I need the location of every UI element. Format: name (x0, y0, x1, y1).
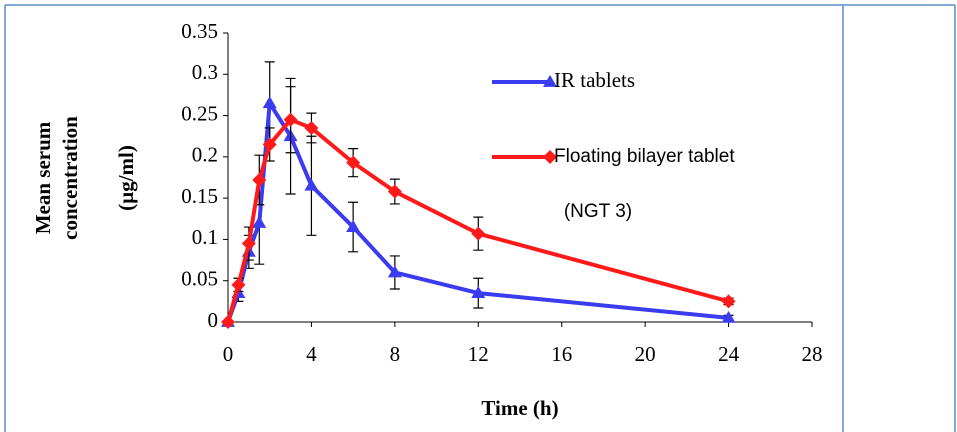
y-tick-label: 0.15 (181, 184, 218, 208)
y-tick-label: 0.3 (192, 60, 218, 84)
x-tick-label: 0 (223, 342, 234, 366)
y-tick-label: 0.1 (192, 225, 218, 249)
marker (241, 236, 256, 251)
marker (221, 315, 235, 329)
marker (304, 178, 319, 191)
marker (543, 150, 557, 164)
y-axis-label: Mean serum (31, 121, 55, 234)
marker (283, 112, 298, 127)
y-tick-label: 0.05 (181, 267, 218, 291)
x-tick-label: 16 (551, 342, 572, 366)
y-tick-label: 0.25 (181, 101, 218, 125)
marker (346, 220, 361, 232)
marker (387, 184, 402, 199)
marker (721, 294, 736, 309)
marker (721, 310, 736, 323)
marker (231, 277, 246, 292)
marker (543, 75, 557, 87)
y-axis-label: (µg/ml) (114, 145, 138, 211)
y-tick-label: 0.35 (181, 19, 218, 43)
x-tick-label: 12 (468, 342, 489, 366)
y-tick-label: 0.2 (192, 143, 218, 167)
x-tick-label: 20 (635, 342, 656, 366)
x-tick-label: 4 (306, 342, 317, 366)
annotation: (NGT 3) (564, 201, 632, 222)
x-tick-label: 28 (802, 342, 823, 366)
marker (262, 137, 277, 152)
x-tick-label: 8 (390, 342, 401, 366)
legend-label: IR tablets (554, 68, 635, 92)
marker (346, 155, 361, 170)
marker (471, 226, 486, 241)
x-axis-label: Time (h) (481, 396, 558, 420)
marker (304, 120, 319, 135)
marker (252, 215, 267, 228)
x-tick-label: 24 (718, 342, 740, 366)
marker (387, 265, 402, 278)
marker (252, 172, 267, 187)
marker (262, 96, 277, 109)
y-tick-label: 0 (208, 308, 219, 332)
marker (471, 286, 486, 298)
legend-label: Floating bilayer tablet (554, 146, 735, 167)
y-axis-label: concentration (58, 116, 82, 240)
